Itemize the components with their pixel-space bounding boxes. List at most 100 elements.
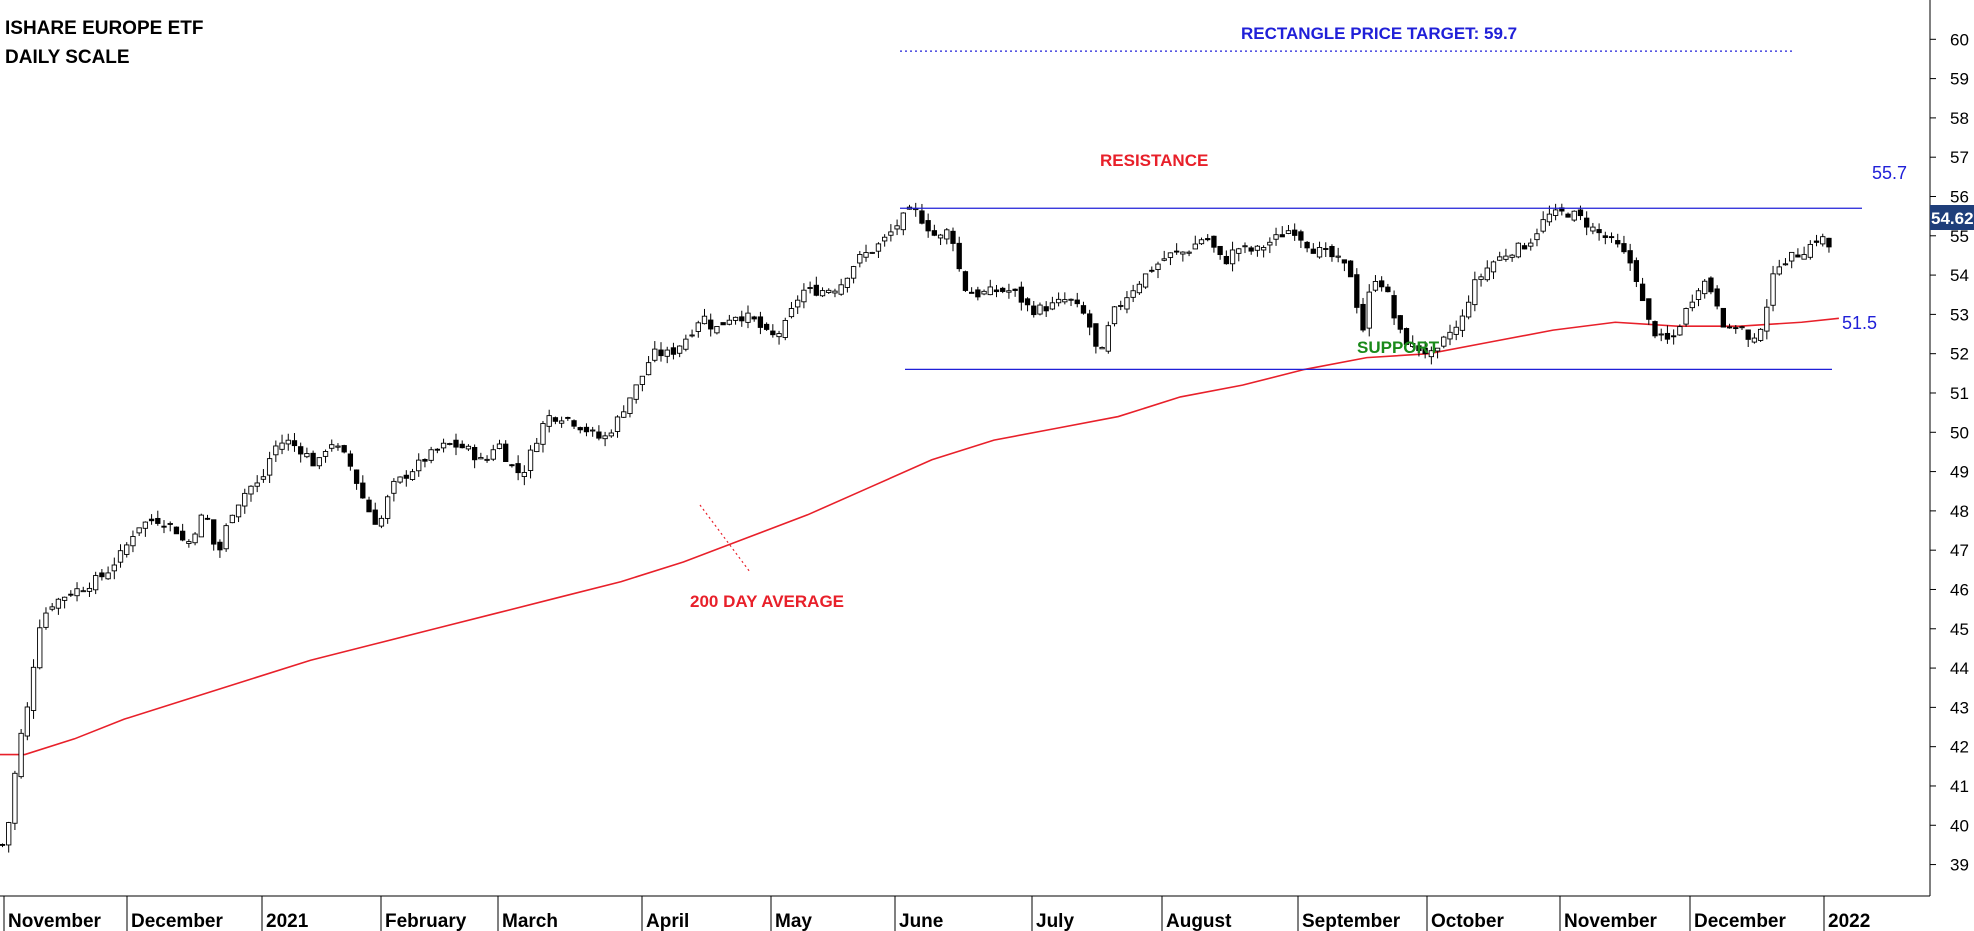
candle	[155, 510, 161, 526]
candle	[708, 313, 714, 337]
candle-body	[590, 429, 596, 432]
candle-body	[1633, 260, 1640, 282]
candle	[1105, 321, 1111, 354]
candle	[1465, 295, 1472, 320]
candle-body	[701, 315, 708, 325]
last-price-tag: 54.62	[1930, 205, 1974, 230]
candle	[676, 345, 683, 358]
candle	[322, 449, 329, 463]
candle	[30, 659, 37, 719]
y-tick-label: 47	[1950, 541, 1969, 560]
candle	[99, 569, 105, 581]
candle	[795, 295, 801, 314]
candle	[975, 286, 981, 301]
candle	[558, 416, 565, 428]
candle	[1006, 283, 1012, 299]
candle	[80, 586, 86, 593]
candle	[1273, 227, 1279, 246]
candle-body	[18, 732, 24, 778]
candle	[93, 571, 99, 595]
resistance-value-label: 55.7	[1872, 163, 1907, 183]
candle-body	[329, 444, 335, 449]
candle-body	[1074, 299, 1080, 305]
candle	[645, 356, 652, 376]
candle-body	[68, 593, 74, 596]
candle-body	[1124, 297, 1130, 310]
candle-body	[1776, 266, 1782, 275]
candle-body	[1130, 290, 1136, 298]
candle	[285, 433, 291, 451]
candle-body	[453, 439, 459, 448]
candle	[621, 405, 627, 418]
candle-body	[471, 446, 478, 461]
candle-body	[291, 440, 298, 447]
y-tick-label: 60	[1950, 30, 1969, 49]
candle-body	[1472, 279, 1478, 306]
y-tick-label: 49	[1950, 463, 1969, 482]
candle	[770, 324, 776, 338]
candle	[490, 444, 496, 462]
candle-body	[1217, 245, 1223, 255]
candle	[403, 470, 409, 487]
candle	[1633, 257, 1640, 288]
candle-body	[875, 243, 882, 252]
candle-body	[242, 492, 248, 507]
candle-body	[503, 443, 509, 463]
candle	[304, 447, 310, 459]
candle-body	[1422, 347, 1428, 355]
candle-body	[900, 212, 906, 231]
candle	[652, 341, 658, 363]
candle-body	[1565, 213, 1571, 218]
candle-body	[720, 322, 726, 326]
candle-body	[310, 452, 316, 467]
candle	[1310, 243, 1316, 254]
candle	[608, 429, 614, 438]
candle-body	[1006, 290, 1012, 293]
candle	[726, 314, 732, 326]
candle	[496, 439, 503, 450]
candle-body	[1087, 313, 1093, 328]
candle	[1447, 324, 1453, 346]
candle-body	[509, 464, 515, 467]
candle-body	[459, 443, 465, 449]
candle-body	[1602, 235, 1608, 238]
candle-body	[12, 772, 18, 824]
candle-body	[105, 572, 111, 580]
candle-body	[888, 231, 894, 236]
candle	[1416, 345, 1422, 357]
candle	[869, 251, 875, 254]
candle-body	[1142, 273, 1149, 288]
candle-body	[956, 242, 962, 270]
candle-body	[1789, 251, 1795, 262]
candle	[1354, 268, 1360, 314]
candle-body	[1552, 209, 1559, 216]
candle	[1782, 258, 1789, 266]
candle-body	[391, 480, 397, 494]
candle	[341, 444, 347, 454]
candle	[37, 619, 43, 670]
candle	[993, 284, 1000, 298]
candle-body	[1360, 303, 1366, 331]
candle-body	[1801, 254, 1807, 260]
candle	[1242, 242, 1248, 254]
candle	[1260, 245, 1267, 258]
candle	[353, 469, 360, 490]
y-tick-label: 50	[1950, 423, 1969, 442]
candle	[1757, 328, 1764, 342]
y-tick-label: 54	[1950, 266, 1969, 285]
candle	[55, 597, 62, 615]
candle-body	[863, 252, 869, 258]
candle	[807, 281, 813, 294]
candle-body	[521, 472, 527, 477]
candle	[1608, 232, 1615, 243]
candle-body	[1540, 219, 1546, 232]
candle-body	[1111, 306, 1118, 325]
candle	[391, 478, 397, 502]
candle-body	[732, 316, 739, 321]
candle	[1484, 260, 1490, 282]
candle	[1795, 248, 1801, 258]
candle	[447, 442, 453, 446]
candle	[1254, 244, 1261, 257]
candle-body	[894, 225, 900, 230]
